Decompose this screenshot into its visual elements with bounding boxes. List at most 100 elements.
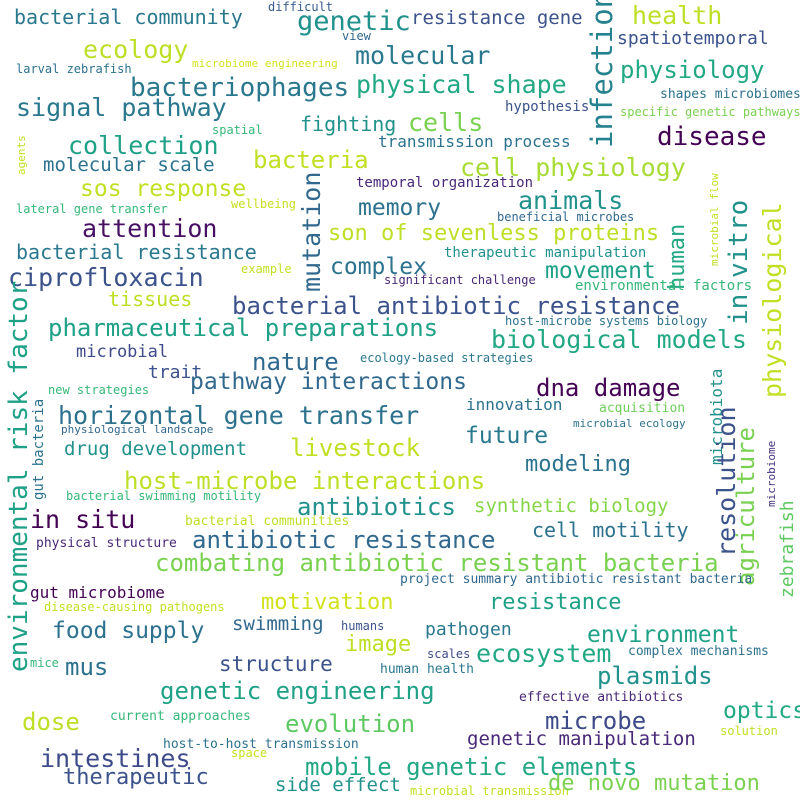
cloud-word: antibiotics (297, 493, 456, 521)
cloud-word: antibiotic resistance (192, 526, 496, 554)
cloud-word: animals (518, 186, 624, 215)
cloud-word: host-to-host transmission (163, 737, 359, 752)
cloud-word: mobile genetic elements (305, 753, 638, 781)
cloud-word: hypothesis (505, 99, 590, 115)
cloud-word: in situ (30, 505, 136, 534)
cloud-word: memory (358, 195, 442, 221)
cloud-word: future (465, 423, 549, 449)
cloud-word: pathogen (425, 619, 512, 640)
cloud-word: bacterial swimming motility (66, 489, 262, 503)
cloud-word: optics (723, 698, 800, 724)
cloud-word: genetic manipulation (467, 728, 696, 750)
cloud-word: physiological (758, 202, 787, 398)
cloud-word: microbiome engineering (192, 57, 338, 70)
cloud-word: gut bacteria (31, 398, 47, 500)
cloud-word: mutation (297, 171, 326, 292)
cloud-word: resistance gene (411, 7, 583, 29)
cloud-word: physical structure (36, 536, 177, 551)
cloud-word: synthetic biology (474, 495, 669, 517)
cloud-word: physiological landscape (61, 423, 214, 436)
cloud-word: biological models (491, 325, 747, 354)
cloud-word: nature (252, 348, 339, 376)
cloud-word: humans (341, 619, 385, 633)
cloud-word: in vitro (724, 199, 754, 325)
cloud-word: effective antibiotics (519, 690, 684, 705)
cloud-word: structure (219, 652, 333, 676)
cloud-word: fighting (300, 112, 397, 136)
cloud-word: microbiome (765, 440, 778, 507)
cloud-word: temporal organization (356, 175, 534, 191)
cloud-word: environmental factors (575, 278, 753, 294)
cloud-word: genetic (297, 6, 411, 37)
cloud-word: trait (148, 362, 203, 383)
cloud-word: bacterial community (14, 5, 243, 29)
cloud-word: mus (65, 653, 109, 681)
cloud-word: microbial transmission (410, 784, 569, 798)
cloud-word: drug development (64, 438, 248, 460)
cloud-word: therapeutic (63, 765, 209, 790)
cloud-word: swimming (232, 613, 324, 635)
cloud-word: microbial (76, 342, 169, 362)
cloud-word: resistance (489, 590, 622, 615)
cloud-word: example (241, 262, 292, 276)
cloud-word: plasmids (597, 662, 713, 690)
cloud-word: disease (657, 122, 767, 152)
cloud-word: complex (330, 254, 427, 280)
cloud-word: acquisition (599, 401, 686, 416)
cloud-word: ciprofloxacin (8, 263, 204, 292)
cloud-word: space (231, 746, 268, 760)
cloud-word: de novo mutation (548, 771, 760, 796)
cloud-word: complex mechanisms (628, 644, 769, 659)
cloud-word: physiology (620, 56, 765, 84)
cloud-word: spatiotemporal (617, 28, 769, 49)
cloud-word: solution (720, 724, 778, 738)
cloud-word: pathway interactions (190, 369, 467, 395)
cloud-word: bacteriophages (130, 73, 350, 103)
cloud-word: sos response (80, 176, 247, 202)
cloud-word: bacteria (253, 146, 369, 174)
cloud-word: environmental risk factor (4, 280, 34, 672)
cloud-word: pharmaceutical preparations (48, 314, 439, 342)
cloud-word: signal pathway (16, 93, 227, 122)
cloud-word: combating antibiotic resistant bacteria (155, 549, 719, 577)
cloud-word: therapeutic manipulation (444, 245, 647, 261)
cloud-word: bacterial resistance (16, 240, 257, 264)
cloud-word: wellbeing (231, 197, 297, 211)
cloud-word: scales (427, 647, 471, 661)
cloud-word: difficult (268, 0, 334, 14)
cloud-word: mice (30, 656, 59, 670)
cloud-word: evolution (285, 710, 416, 738)
cloud-word: motivation (261, 590, 394, 615)
cloud-word: physical shape (356, 70, 567, 99)
cloud-word: larval zebrafish (16, 62, 132, 76)
cloud-word: zebrafish (777, 500, 798, 598)
cloud-word: human health (380, 662, 474, 677)
cloud-word: food supply (52, 618, 205, 644)
cloud-word: ecology (83, 35, 189, 64)
cloud-word: molecular scale (43, 154, 215, 176)
cloud-word: bacterial antibiotic resistance (232, 292, 680, 320)
cloud-word: cell physiology (460, 153, 686, 182)
cloud-word: shapes microbiomes (660, 87, 800, 102)
cloud-word: genetic engineering (160, 677, 435, 705)
cloud-word: ecosystem (476, 639, 612, 668)
cloud-word: current approaches (110, 709, 251, 724)
cloud-word: project summary antibiotic resistant bac… (400, 572, 753, 587)
cloud-word: specific genetic pathways (620, 105, 800, 119)
cloud-word: agriculture (732, 427, 760, 586)
cloud-word: new strategies (48, 383, 150, 397)
cloud-word: cells (408, 108, 484, 137)
cloud-word: gut microbiome (30, 583, 165, 602)
cloud-word: horizontal gene transfer (58, 401, 420, 430)
cloud-word: view (342, 29, 371, 43)
cloud-word: dose (22, 708, 80, 736)
cloud-word: innovation (466, 395, 563, 414)
cloud-word: molecular (355, 41, 491, 70)
cloud-word: host-microbe interactions (124, 467, 486, 495)
cloud-word: attention (82, 214, 218, 243)
cloud-word: lateral gene transfer (16, 202, 168, 216)
cloud-word: agents (15, 135, 28, 175)
cloud-word: environment (587, 622, 740, 648)
cloud-word: significant challenge (384, 273, 536, 287)
